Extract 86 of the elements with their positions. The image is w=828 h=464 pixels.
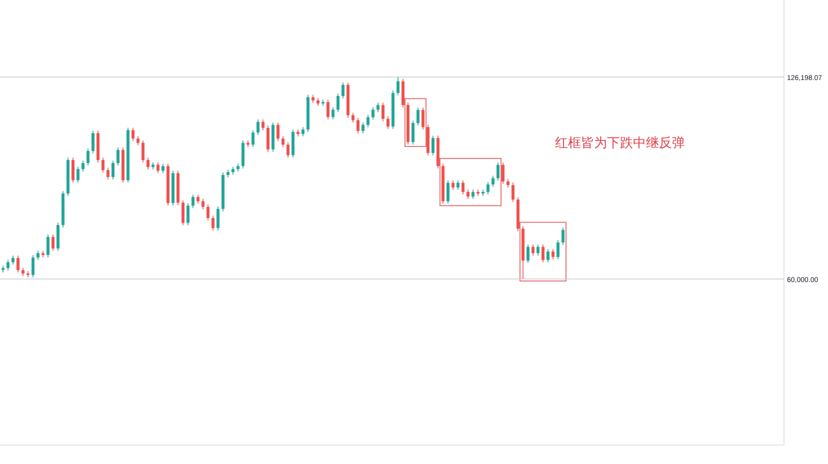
candlestick [242,140,244,169]
candlestick [446,180,450,204]
candlestick [6,259,10,271]
candlestick [46,234,50,258]
candlestick [2,265,4,273]
candlestick [432,135,434,156]
candlestick [276,122,280,142]
candlestick [452,180,454,190]
candlestick [202,198,204,210]
candlestick [42,250,44,258]
candlestick [76,166,80,184]
candlestick [462,180,464,195]
candlestick [72,157,74,184]
candlestick [192,194,194,208]
candlestick [252,130,254,148]
candlestick [562,227,564,246]
candlestick [162,163,164,174]
candlestick [112,160,114,180]
candlestick [102,157,104,173]
candlestick [146,157,150,170]
candlestick [132,127,134,142]
candlestick [16,255,20,273]
candlestick [512,182,514,202]
candlestick [216,206,220,231]
candlestick [92,130,94,154]
candlestick [476,189,480,196]
candlestick [12,255,14,266]
candlestick [416,107,420,126]
candlestick [542,244,544,263]
candlestick [86,148,90,166]
candlestick [556,240,560,260]
candlestick [262,119,264,131]
candlestick [502,162,504,184]
candlestick [332,106,334,120]
annotation: 红框皆为下跌中继反弹 [555,136,685,151]
candlestick [212,215,214,231]
candlestick [326,99,330,120]
candlestick [256,119,260,136]
candlestick [386,116,390,130]
candlestick [282,136,284,148]
candlestick [412,120,414,145]
candlestick [456,180,460,190]
candlestick [52,234,54,252]
candlestick [552,248,554,260]
candlestick [362,122,364,134]
candlestick [472,189,474,200]
candlestick [296,129,300,137]
candlestick [36,250,40,260]
candlestick [286,142,290,158]
candlestick [482,189,484,196]
candlestick [466,189,470,200]
candlestick [206,204,210,221]
candlestick [352,112,354,124]
candlestick [496,162,500,182]
candlestick [82,160,84,172]
candlestick [186,202,190,226]
candlestick [142,140,144,163]
candlestick [56,222,60,252]
candlestick [26,270,30,278]
candlestick [492,175,494,188]
candlestick [336,93,340,113]
candlestick [422,107,424,130]
candlestick [136,136,140,146]
candlestick [402,78,404,108]
candlestick [32,254,34,278]
candlestick [266,125,270,152]
candlestick [196,194,200,204]
candlestick [322,99,324,106]
candlestick [546,248,550,263]
candlestick [366,114,370,128]
candlestick [526,244,530,264]
candlestick [532,244,534,256]
candlestick [396,76,400,96]
candlestick [106,167,110,180]
candlestick [292,129,294,158]
candlestick [156,162,160,174]
candlestick [342,82,344,99]
candlestick [182,200,184,226]
candlestick [382,102,384,122]
candlestick [376,102,380,113]
candlestick [536,244,540,256]
candlestick [486,182,490,195]
candlestick [302,126,304,137]
candlestick [116,147,120,166]
candlestick [356,117,360,134]
candlestick [372,106,374,120]
